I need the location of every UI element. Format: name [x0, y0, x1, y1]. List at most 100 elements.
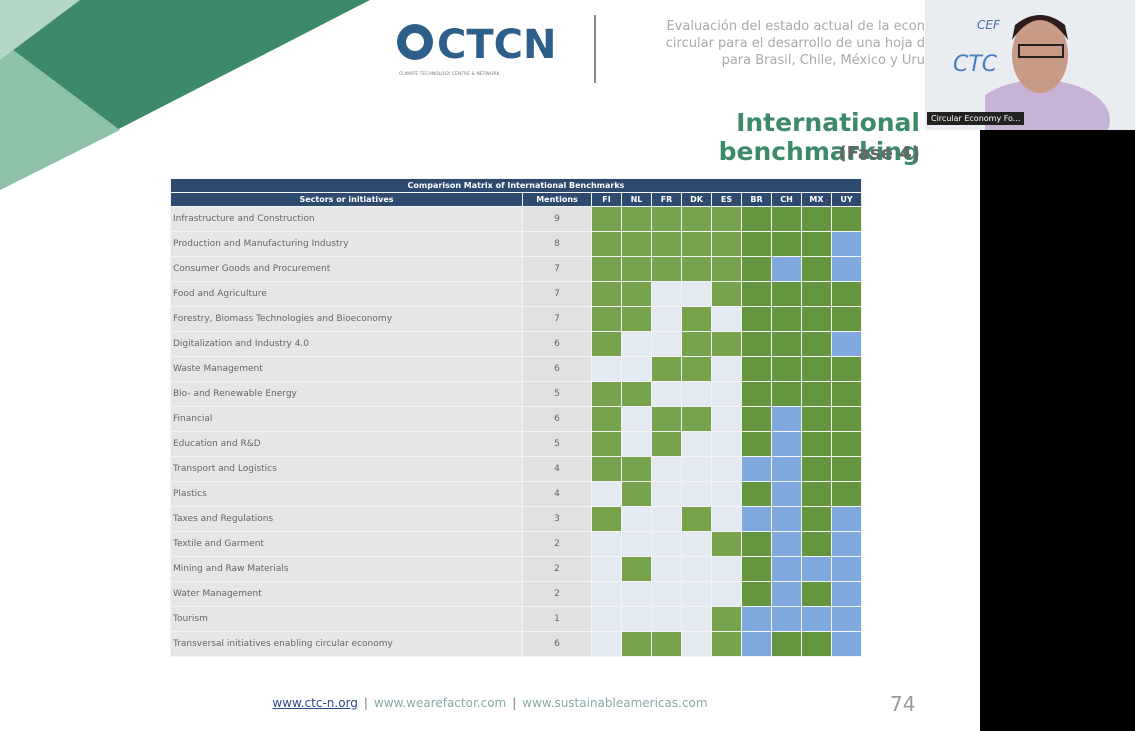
matrix-cell — [592, 457, 622, 482]
matrix-cell — [652, 507, 682, 532]
divider — [594, 15, 596, 83]
matrix-cell — [592, 257, 622, 282]
matrix-cell — [712, 557, 742, 582]
footer-link[interactable]: www.ctc-n.org — [272, 696, 358, 710]
mentions: 3 — [523, 507, 592, 532]
matrix-cell — [712, 357, 742, 382]
matrix-cell — [592, 532, 622, 557]
matrix-cell — [742, 357, 772, 382]
matrix-cell — [682, 257, 712, 282]
matrix-cell — [772, 332, 802, 357]
matrix-cell — [652, 482, 682, 507]
sector-name: Infrastructure and Construction — [171, 207, 523, 232]
mentions: 5 — [523, 432, 592, 457]
sector-name: Taxes and Regulations — [171, 507, 523, 532]
matrix-cell — [802, 582, 832, 607]
mentions: 7 — [523, 282, 592, 307]
matrix-cell — [802, 407, 832, 432]
subtitle-line: circular para el desarrollo de una hoja … — [600, 35, 925, 52]
mentions: 9 — [523, 207, 592, 232]
separator: | — [364, 696, 368, 710]
matrix-cell — [682, 532, 712, 557]
table-row: Financial6 — [171, 407, 862, 432]
sector-name: Waste Management — [171, 357, 523, 382]
matrix-cell — [712, 532, 742, 557]
footer-link[interactable]: www.wearefactor.com — [374, 696, 506, 710]
matrix-cell — [832, 457, 862, 482]
matrix-cell — [832, 232, 862, 257]
matrix-cell — [742, 532, 772, 557]
matrix-cell — [622, 632, 652, 657]
column-header: Sectors or initiatives — [171, 193, 523, 207]
table-row: Taxes and Regulations3 — [171, 507, 862, 532]
sector-name: Bio- and Renewable Energy — [171, 382, 523, 407]
matrix-cell — [802, 457, 832, 482]
matrix-cell — [712, 257, 742, 282]
matrix-cell — [682, 382, 712, 407]
matrix-cell — [802, 607, 832, 632]
matrix-cell — [712, 332, 742, 357]
matrix-cell — [622, 407, 652, 432]
matrix-cell — [622, 432, 652, 457]
matrix-cell — [652, 382, 682, 407]
matrix-cell — [772, 507, 802, 532]
matrix-cell — [832, 207, 862, 232]
matrix-cell — [772, 632, 802, 657]
matrix-cell — [832, 557, 862, 582]
mentions: 7 — [523, 257, 592, 282]
column-header: UY — [832, 193, 862, 207]
matrix-cell — [622, 457, 652, 482]
column-header: FI — [592, 193, 622, 207]
mentions: 2 — [523, 582, 592, 607]
matrix-cell — [592, 207, 622, 232]
matrix-cell — [832, 257, 862, 282]
matrix-cell — [712, 382, 742, 407]
matrix-cell — [742, 507, 772, 532]
matrix-cell — [772, 207, 802, 232]
matrix-cell — [742, 557, 772, 582]
matrix-cell — [652, 307, 682, 332]
matrix-cell — [712, 407, 742, 432]
matrix-cell — [832, 532, 862, 557]
mentions: 7 — [523, 307, 592, 332]
matrix-cell — [772, 257, 802, 282]
column-header: FR — [652, 193, 682, 207]
matrix-cell — [682, 457, 712, 482]
footer-links: www.ctc-n.org|www.wearefactor.com|www.su… — [180, 696, 800, 710]
mentions: 6 — [523, 332, 592, 357]
matrix-cell — [592, 232, 622, 257]
matrix-cell — [802, 507, 832, 532]
column-header: ES — [712, 193, 742, 207]
matrix-cell — [592, 407, 622, 432]
mentions: 6 — [523, 357, 592, 382]
sector-name: Water Management — [171, 582, 523, 607]
matrix-cell — [652, 282, 682, 307]
page-number: 74 — [890, 692, 915, 716]
mentions: 1 — [523, 607, 592, 632]
matrix-cell — [772, 532, 802, 557]
sector-name: Education and R&D — [171, 432, 523, 457]
matrix-cell — [832, 582, 862, 607]
column-header: Mentions — [523, 193, 592, 207]
sector-name: Forestry, Biomass Technologies and Bioec… — [171, 307, 523, 332]
mentions: 6 — [523, 632, 592, 657]
matrix-cell — [832, 282, 862, 307]
matrix-cell — [682, 482, 712, 507]
matrix-cell — [622, 532, 652, 557]
black-panel — [980, 130, 1135, 731]
mentions: 4 — [523, 482, 592, 507]
sector-name: Plastics — [171, 482, 523, 507]
mentions: 2 — [523, 532, 592, 557]
matrix-cell — [652, 607, 682, 632]
mentions: 6 — [523, 407, 592, 432]
matrix-cell — [712, 482, 742, 507]
phase: (Fase 4) — [780, 143, 920, 164]
matrix-cell — [712, 457, 742, 482]
footer-link[interactable]: www.sustainableamericas.com — [522, 696, 707, 710]
matrix-cell — [622, 357, 652, 382]
mentions: 4 — [523, 457, 592, 482]
matrix-cell — [772, 232, 802, 257]
